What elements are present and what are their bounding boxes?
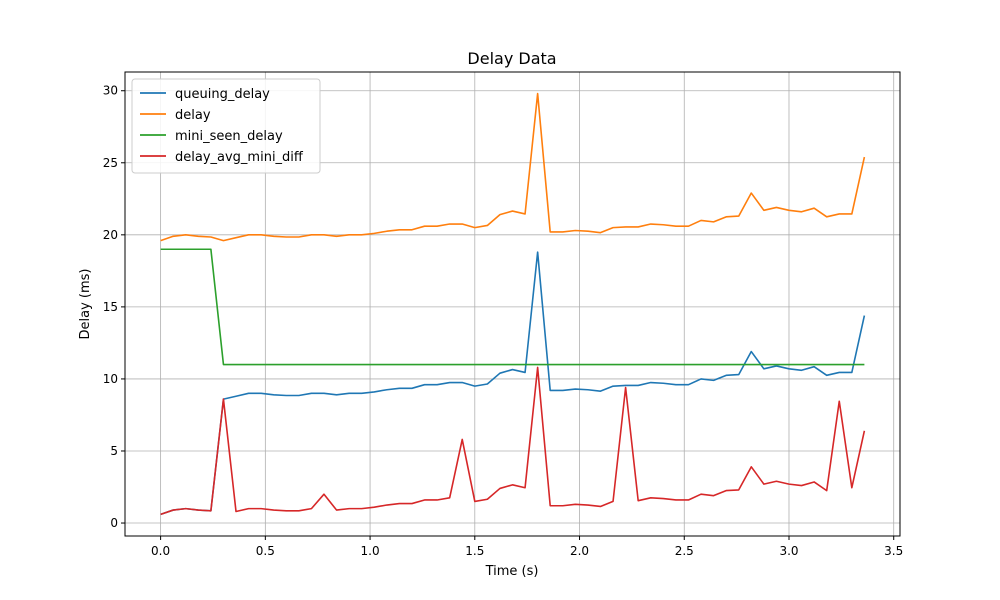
- series-line-queuing-delay: [160, 251, 866, 516]
- legend-entry: delay_avg_mini_diff: [175, 150, 304, 165]
- legend-box: [131, 78, 321, 174]
- x-axis-label: Time (s): [485, 564, 539, 579]
- y-tick-label: 10: [103, 372, 118, 386]
- x-tick-label: 0.5: [256, 544, 275, 558]
- chart-title: Delay Data: [467, 49, 556, 68]
- series-line-delay: [160, 92, 866, 242]
- legend-entry: mini_seen_delay: [175, 129, 283, 144]
- x-tick-label: 2.0: [570, 544, 589, 558]
- y-tick-label: 30: [103, 84, 118, 98]
- y-tick-label: 20: [103, 228, 118, 242]
- plot-frame: [124, 71, 901, 537]
- y-tick-label: 0: [110, 516, 118, 530]
- x-tick-label: 0.0: [151, 544, 170, 558]
- y-axis-label: Delay (ms): [78, 269, 93, 340]
- x-tick-label: 1.5: [465, 544, 484, 558]
- legend-entry: delay: [175, 108, 211, 123]
- y-tick-label: 15: [103, 300, 118, 314]
- grid-lines: [125, 72, 900, 536]
- series-lines: [160, 92, 866, 516]
- x-axis-ticks: 0.0 0.5 1.0 1.5 2.0 2.5 3.0 3.5: [151, 536, 903, 558]
- y-tick-label: 25: [103, 156, 118, 170]
- y-axis-ticks: 0 5 10 15 20 25 30: [103, 84, 125, 530]
- y-tick-label: 5: [110, 444, 118, 458]
- legend-entry: queuing_delay: [175, 87, 270, 102]
- x-tick-label: 3.5: [884, 544, 903, 558]
- x-tick-label: 2.5: [675, 544, 694, 558]
- series-line-mini-seen-delay: [160, 248, 865, 366]
- x-tick-label: 1.0: [361, 544, 380, 558]
- series-line-delay-avg-mini-diff: [160, 366, 866, 516]
- x-tick-label: 3.0: [779, 544, 798, 558]
